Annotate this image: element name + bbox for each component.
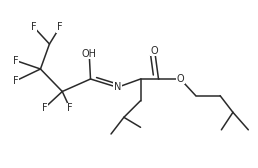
Text: F: F — [13, 76, 19, 86]
Text: O: O — [176, 74, 184, 84]
Text: F: F — [31, 22, 37, 32]
Text: F: F — [67, 103, 73, 113]
Text: N: N — [114, 82, 121, 92]
Text: F: F — [13, 56, 19, 66]
Text: F: F — [42, 103, 47, 113]
Text: F: F — [57, 22, 62, 32]
Text: OH: OH — [82, 49, 97, 59]
Text: O: O — [151, 46, 158, 56]
